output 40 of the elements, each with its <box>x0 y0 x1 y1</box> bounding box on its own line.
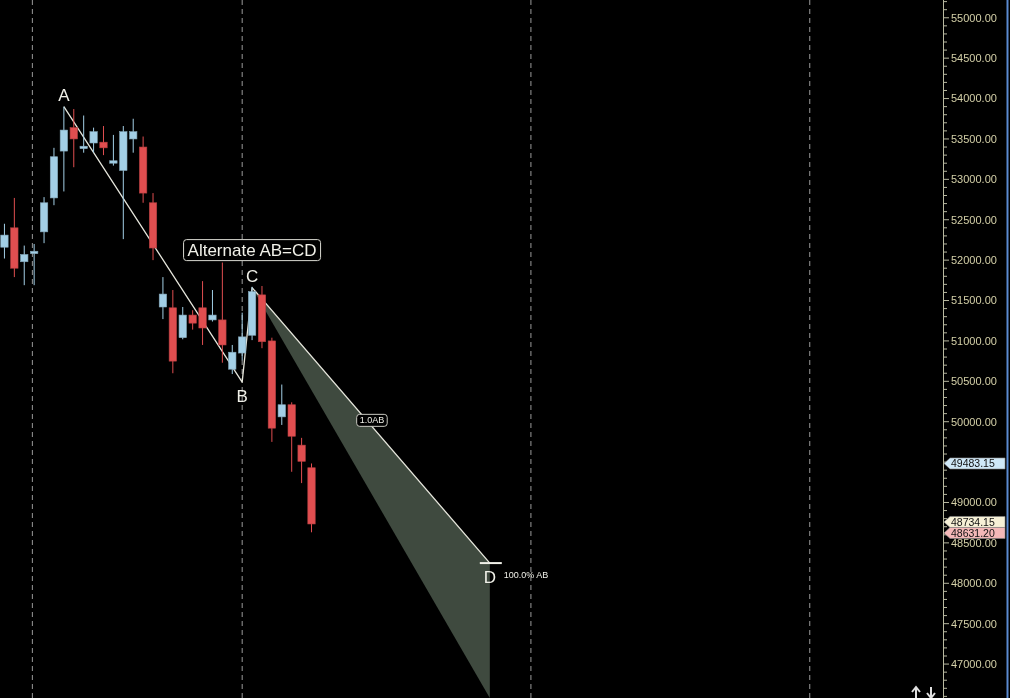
y-tick-label: 51500.00 <box>951 294 997 307</box>
text: 48631.20 <box>951 526 995 539</box>
y-tick-label: 50000.00 <box>951 415 997 428</box>
annotation: 100.0% AB <box>503 570 549 581</box>
annotation: B <box>236 387 248 407</box>
candlestick <box>277 384 286 426</box>
y-tick-label: 49000.00 <box>951 496 997 509</box>
y-tick-label: 55000.00 <box>951 11 997 24</box>
candlestick <box>59 106 68 192</box>
y-tick-label: 54500.00 <box>951 52 997 65</box>
y-tick-label: 52500.00 <box>951 213 997 226</box>
candlestick <box>178 306 187 340</box>
y-tick-label: 52000.00 <box>951 253 997 266</box>
annotation: C <box>245 266 259 286</box>
candlestick <box>0 223 9 260</box>
candlestick <box>69 108 78 168</box>
text: 49483.15 <box>951 457 995 470</box>
candlestick <box>20 245 29 286</box>
candlestick <box>79 115 88 154</box>
y-tick-label: 48000.00 <box>951 577 997 590</box>
candlestick <box>89 127 98 154</box>
y-tick-label: 48500.00 <box>951 536 997 549</box>
annotation: Alternate AB=CD <box>187 240 317 260</box>
candlestick <box>99 125 108 156</box>
y-tick-label: 53000.00 <box>951 173 997 186</box>
line-series <box>63 105 491 564</box>
y-tick-label: 47500.00 <box>951 617 997 630</box>
y-tick-label: 53500.00 <box>951 132 997 145</box>
candlestick <box>297 437 306 484</box>
candlestick <box>158 276 167 320</box>
annotation: 1.0AB <box>359 415 385 426</box>
y-tick-label: 47000.00 <box>951 657 997 670</box>
y-tick-label: 51000.00 <box>951 334 997 347</box>
y-tick-label: 50500.00 <box>951 375 997 388</box>
annotation: A <box>58 85 71 105</box>
y-tick-label: 54000.00 <box>951 92 997 105</box>
annotation: D <box>483 568 496 588</box>
text: 48734.15 <box>951 515 995 528</box>
candlestick <box>30 243 39 286</box>
candlestick <box>208 289 217 323</box>
